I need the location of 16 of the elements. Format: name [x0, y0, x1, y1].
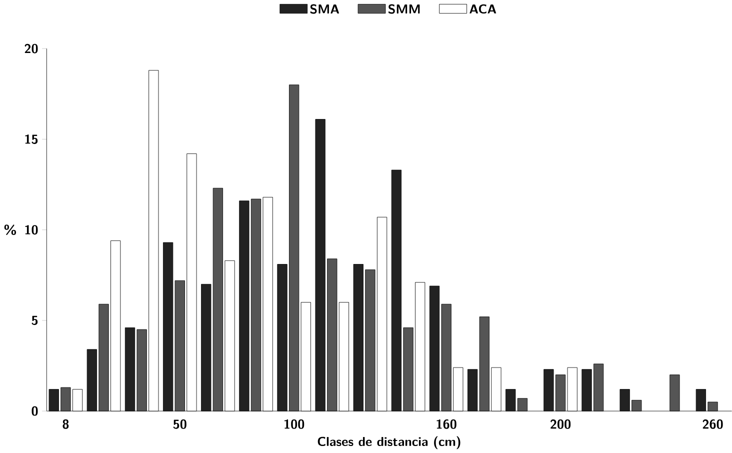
x-tick-label: 160 — [436, 420, 456, 430]
y-tick-label: 5 — [32, 316, 38, 326]
legend-label: SMA — [310, 4, 339, 14]
y-tick-label: 15 — [25, 134, 38, 144]
x-tick-label: 260 — [702, 420, 723, 430]
x-tick-label: 100 — [284, 420, 304, 430]
y-axis-title: % — [4, 224, 16, 236]
legend-label: SMM — [388, 4, 420, 14]
x-tick-label: 50 — [173, 420, 186, 430]
x-axis-title: Clases de distancia (cm) — [318, 436, 460, 450]
legend-label: ACA — [470, 4, 496, 14]
y-tick-label: 0 — [32, 406, 38, 416]
x-tick-label: 200 — [550, 420, 571, 430]
y-tick-label: 10 — [25, 225, 38, 235]
x-tick-label: 8 — [62, 420, 69, 430]
y-tick-label: 20 — [24, 44, 38, 54]
